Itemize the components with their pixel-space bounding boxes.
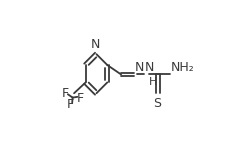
Text: F: F [67, 98, 74, 111]
Text: F: F [76, 92, 83, 105]
Text: S: S [152, 97, 161, 110]
Text: NH₂: NH₂ [170, 61, 194, 74]
Text: N: N [134, 61, 143, 74]
Text: H: H [149, 77, 157, 87]
Text: N: N [145, 61, 154, 74]
Text: F: F [61, 87, 69, 100]
Text: N: N [91, 38, 100, 51]
